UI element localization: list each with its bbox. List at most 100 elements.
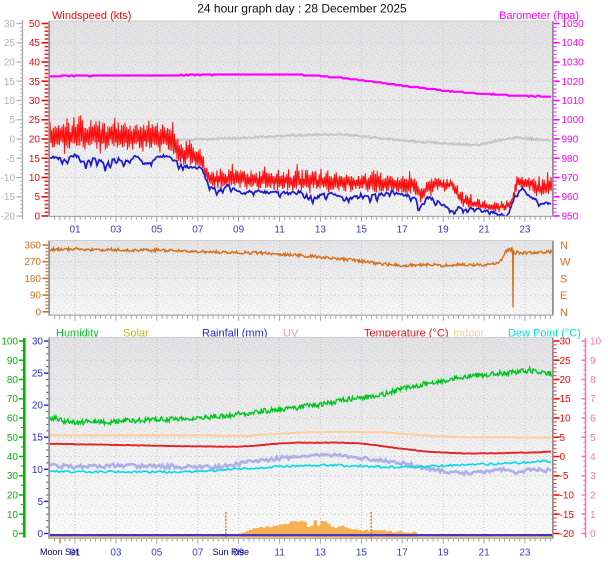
svg-text:1050: 1050 [562,19,585,30]
svg-text:S: S [560,273,567,285]
svg-text:7: 7 [590,394,596,405]
svg-text:6: 6 [590,414,596,425]
svg-text:5: 5 [590,433,596,444]
svg-text:5: 5 [34,192,40,203]
svg-text:35: 35 [29,77,41,88]
svg-text:8: 8 [590,375,596,386]
svg-text:Sun Rise: Sun Rise [213,547,250,557]
svg-text:10: 10 [4,96,16,107]
svg-text:07: 07 [192,225,204,236]
svg-text:50: 50 [7,433,19,444]
svg-text:21: 21 [479,548,491,559]
svg-text:40: 40 [7,452,19,463]
svg-text:23: 23 [519,548,531,559]
svg-text:24 hour graph day : 28 Decembe: 24 hour graph day : 28 December 2025 [197,2,407,16]
svg-text:10: 10 [32,465,44,476]
svg-text:09: 09 [233,225,245,236]
svg-text:30: 30 [32,337,44,348]
svg-text:-5: -5 [560,471,569,482]
svg-text:0: 0 [35,307,41,318]
svg-text:11: 11 [274,548,285,559]
svg-text:-10: -10 [560,491,575,502]
svg-text:UV: UV [283,328,299,340]
svg-text:15: 15 [356,225,368,236]
svg-text:N: N [560,240,568,252]
svg-text:3: 3 [590,471,596,482]
svg-text:20: 20 [32,401,44,412]
svg-text:10: 10 [590,337,602,348]
svg-text:0: 0 [37,529,43,540]
svg-text:Windspeed (kts): Windspeed (kts) [52,10,131,22]
svg-text:100: 100 [1,337,18,348]
svg-text:20: 20 [560,375,572,386]
svg-text:960: 960 [562,192,579,203]
svg-text:15: 15 [4,77,16,88]
svg-text:03: 03 [110,548,122,559]
svg-text:N: N [560,307,568,319]
svg-text:5: 5 [9,115,15,126]
svg-text:0: 0 [34,212,40,223]
svg-text:270: 270 [24,257,41,268]
svg-text:01: 01 [69,225,81,236]
svg-text:180: 180 [24,274,41,285]
svg-text:19: 19 [438,225,450,236]
svg-text:07: 07 [192,548,204,559]
svg-text:90: 90 [7,356,19,367]
svg-text:03: 03 [110,225,122,236]
svg-text:30: 30 [560,337,572,348]
svg-text:05: 05 [151,225,163,236]
svg-text:970: 970 [562,173,579,184]
svg-text:Temperature (°C): Temperature (°C) [364,328,448,340]
svg-text:30: 30 [29,96,41,107]
svg-text:90: 90 [30,291,42,302]
svg-text:15: 15 [29,154,41,165]
svg-text:10: 10 [7,510,19,521]
svg-text:E: E [560,290,567,302]
svg-text:11: 11 [274,225,285,236]
svg-text:5: 5 [37,497,43,508]
svg-text:2: 2 [590,491,596,502]
svg-text:15: 15 [560,394,572,405]
svg-text:25: 25 [560,356,572,367]
svg-text:-10: -10 [1,173,16,184]
svg-text:950: 950 [562,212,579,223]
svg-text:360: 360 [24,241,41,252]
svg-text:0: 0 [590,529,596,540]
svg-text:25: 25 [4,38,16,49]
svg-text:0: 0 [560,452,566,463]
svg-text:30: 30 [4,19,16,30]
svg-text:Rainfall (mm): Rainfall (mm) [202,328,267,340]
svg-text:1040: 1040 [562,38,585,49]
svg-text:45: 45 [29,38,41,49]
svg-text:01: 01 [69,548,81,559]
svg-text:40: 40 [29,58,41,69]
svg-text:Indoor: Indoor [453,328,485,340]
svg-text:05: 05 [151,548,163,559]
svg-text:990: 990 [562,135,579,146]
svg-text:23: 23 [519,225,531,236]
svg-text:Moon Set: Moon Set [40,547,79,557]
svg-text:Dew Point (°C): Dew Point (°C) [508,328,581,340]
svg-text:17: 17 [397,225,409,236]
svg-text:25: 25 [32,369,44,380]
svg-text:1000: 1000 [562,115,585,126]
svg-text:Barometer (hpa): Barometer (hpa) [499,10,579,22]
svg-text:5: 5 [560,433,566,444]
svg-text:15: 15 [356,548,368,559]
svg-text:-15: -15 [1,192,16,203]
svg-text:25: 25 [29,115,41,126]
svg-text:0: 0 [9,135,15,146]
svg-text:Solar: Solar [123,328,149,340]
svg-text:20: 20 [7,491,19,502]
svg-text:W: W [560,257,571,269]
svg-text:80: 80 [7,375,19,386]
svg-text:1: 1 [590,510,596,521]
svg-text:50: 50 [29,19,41,30]
svg-text:19: 19 [438,548,450,559]
svg-text:20: 20 [4,58,16,69]
svg-text:17: 17 [397,548,409,559]
svg-text:21: 21 [479,225,491,236]
svg-text:13: 13 [315,225,327,236]
svg-text:1030: 1030 [562,58,585,69]
svg-text:0: 0 [12,529,18,540]
